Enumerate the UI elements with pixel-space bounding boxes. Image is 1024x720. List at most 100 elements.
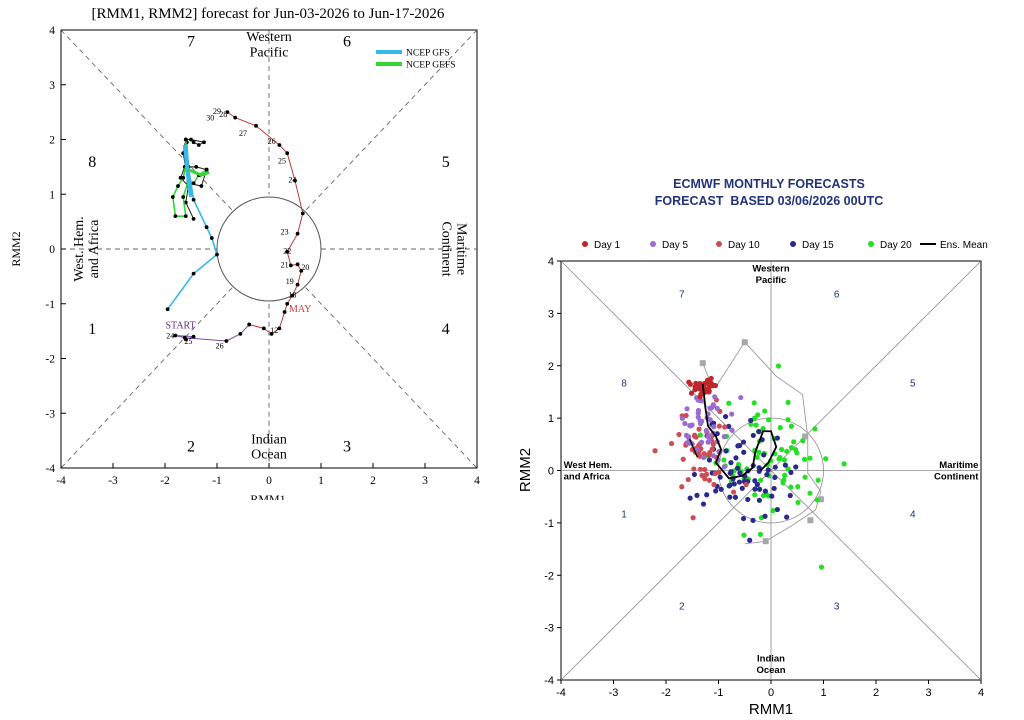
ensemble-member-point [756, 449, 762, 456]
ensemble-member-point [774, 506, 780, 513]
ensemble-member-point [752, 492, 758, 498]
ensemble-member-point [788, 423, 794, 429]
y-tick-label: 4 [548, 256, 554, 268]
ensemble-member-point [712, 394, 718, 400]
ensemble-member-point [676, 431, 682, 438]
ensemble-member-point [687, 495, 693, 501]
ensemble-member-point [737, 470, 743, 476]
trajectory-point [247, 322, 252, 327]
ensemble-member-point [807, 490, 813, 496]
ensemble-member-point [722, 424, 728, 430]
legend-swatch [650, 241, 656, 247]
phase-number: 3 [343, 439, 351, 456]
trajectory-point [199, 184, 204, 188]
ensemble-member-point [777, 454, 783, 461]
ensemble-member-point [750, 432, 756, 439]
region-label-west-hem-africa: and Africa [564, 471, 611, 482]
ensemble-member-point [795, 484, 801, 490]
ensemble-member-point [741, 532, 747, 538]
ensemble-member-point [703, 427, 709, 434]
ensemble-member-point [726, 483, 732, 489]
trajectory-point [209, 236, 214, 240]
ensemble-member-point [770, 508, 776, 514]
y-tick-label: 1 [49, 189, 55, 201]
ensemble-member-point [721, 464, 727, 470]
day-label: 25 [278, 156, 286, 165]
ensemble-member-point [697, 383, 703, 390]
ensemble-member-point [729, 411, 735, 417]
ensemble-member-point [695, 407, 702, 414]
ensemble-member-point [812, 426, 818, 432]
legend-swatch [716, 241, 722, 247]
ensemble-member-point [710, 402, 716, 408]
ensemble-member-point [785, 399, 791, 406]
ensemble-member-point [772, 474, 778, 480]
gefs-thick-segment [187, 168, 210, 177]
trajectory-point [254, 123, 258, 128]
ensemble-member-point [741, 449, 747, 455]
phase-number: 4 [442, 321, 450, 338]
ensemble-member-point [775, 363, 782, 369]
ensemble-member-point [717, 474, 723, 480]
y-tick-label: -2 [45, 354, 55, 366]
ensemble-member-point [747, 537, 753, 543]
ensemble-member-point [788, 484, 794, 490]
ensemble-member-point [726, 400, 732, 406]
spread-marker [807, 517, 814, 524]
ensemble-member-point [697, 394, 703, 400]
ensemble-member-point [684, 440, 690, 446]
right-legend: Day 1 Day 5 Day 10 Day 15 Day 20 Ens. Mean [582, 240, 988, 251]
day-label: 20 [301, 263, 309, 272]
left-y-axis-label: RMM2 [9, 231, 23, 266]
legend-label: Day 10 [728, 240, 760, 251]
y-tick-label: 1 [548, 413, 554, 425]
phase-number: 1 [621, 510, 627, 521]
trajectory-point [191, 271, 196, 276]
ensemble-member-point [688, 390, 695, 396]
ensemble-member-point [702, 476, 708, 482]
ensemble-member-point [750, 517, 756, 523]
ensemble-member-point [705, 434, 711, 440]
ensemble-member-point [745, 496, 751, 503]
ensemble-member-point [718, 486, 724, 492]
right-x-axis-label: RMM1 [749, 701, 793, 718]
x-tick-label: -4 [56, 475, 66, 487]
ensemble-member-point [740, 439, 747, 445]
ensemble-member-point [708, 375, 714, 382]
ensemble-member-point [755, 412, 761, 418]
ensemble-member-point [723, 448, 729, 454]
ensemble-member-point [706, 477, 712, 483]
day-label: 23 [281, 228, 289, 237]
region-label-line: Maritime [454, 223, 469, 275]
ensemble-member-point [751, 400, 757, 406]
ensemble-member-point [758, 477, 764, 483]
trajectory-point [269, 331, 274, 336]
region-label-indian-ocean: Indian [251, 432, 287, 447]
ensemble-member-point [716, 469, 722, 475]
ensemble-member-point [756, 428, 762, 435]
trajectory-point [277, 143, 282, 147]
ensemble-member-point [697, 466, 704, 472]
y-tick-label: 3 [49, 80, 55, 92]
day-label: 27 [239, 129, 247, 138]
ensemble-member-point [751, 415, 758, 421]
legend-swatch [868, 241, 874, 247]
phase-number: 4 [910, 510, 916, 521]
phase-number: 6 [343, 33, 351, 50]
trajectory-point [282, 310, 287, 314]
ensemble-member-point [734, 465, 741, 471]
trajectory-point [191, 216, 196, 221]
ensemble-member-point [710, 382, 717, 388]
ensemble-member-point [800, 438, 806, 444]
ensemble-member-point [771, 485, 777, 492]
ensemble-member-point [699, 472, 705, 478]
spread-marker [802, 433, 809, 440]
trajectory-point [285, 151, 290, 156]
day-label: 26 [216, 341, 224, 350]
ensemble-member-point [685, 476, 691, 483]
day-label: 22 [283, 247, 291, 256]
trajectory-point [300, 211, 305, 216]
trajectory-point [191, 334, 196, 339]
ensemble-member-point [733, 455, 739, 461]
right-plot-area: -4 -3 -2 -1 0 1 2 3 4 4 3 2 1 0 -1 -2 -3 -4 7 6 8 5 1 4 2 3 Wester… [544, 256, 984, 699]
